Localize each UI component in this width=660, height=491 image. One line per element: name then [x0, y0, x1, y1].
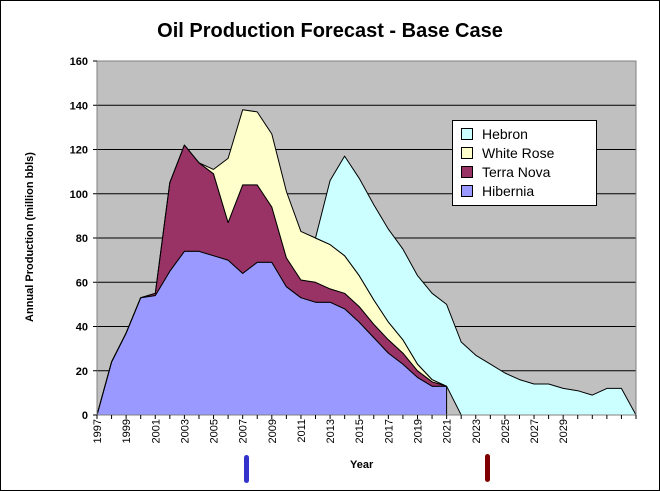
y-tick-labels: 0 20 40 60 80 100 120 140 160 [70, 56, 97, 422]
x-tick-label: 2011 [296, 419, 308, 443]
x-tick-label: 2003 [179, 419, 191, 443]
x-tick-labels: 1997 1999 2001 2003 2005 2007 2009 2011 2013 2015… [92, 415, 637, 443]
x-tick-label: 2029 [558, 419, 570, 443]
legend-label: White Rose [482, 145, 555, 161]
x-tick-label: 2005 [209, 419, 221, 443]
legend-item: Hibernia [461, 182, 534, 200]
x-tick-label: 2013 [325, 419, 337, 443]
x-tick-label: 2021 [442, 419, 454, 443]
y-tick-label: 140 [70, 100, 88, 112]
marker-dark-red [485, 454, 490, 482]
y-tick-label: 100 [70, 189, 88, 201]
x-tick-label: 2001 [150, 419, 162, 443]
y-tick-label: 60 [76, 277, 88, 289]
legend-item: Terra Nova [461, 163, 550, 181]
legend-item: Hebron [461, 125, 528, 143]
x-tick-label: 1997 [92, 419, 104, 443]
x-tick-label: 2025 [500, 419, 512, 443]
legend-item: White Rose [461, 144, 554, 162]
x-tick-label: 2009 [267, 419, 279, 443]
legend-label: Hibernia [482, 183, 535, 199]
marker-blue [244, 455, 249, 483]
y-tick-label: 80 [76, 233, 88, 245]
x-axis-label: Year [350, 459, 374, 471]
y-tick-label: 0 [82, 410, 88, 422]
legend-label: Hebron [482, 126, 528, 142]
x-tick-label: 2007 [238, 419, 250, 443]
x-tick-label: 2027 [529, 419, 541, 443]
legend: Hebron White Rose Terra Nova Hibernia [452, 120, 597, 206]
x-tick-label: 2017 [383, 419, 395, 443]
legend-label: Terra Nova [482, 164, 551, 180]
legend-swatch [461, 128, 473, 140]
x-tick-label: 2023 [471, 419, 483, 443]
y-axis-label: Annual Production (million bbls) [24, 152, 36, 322]
y-tick-label: 20 [76, 366, 88, 378]
legend-swatch [461, 166, 473, 178]
y-tick-label: 120 [70, 145, 88, 157]
legend-swatch [461, 185, 473, 197]
x-tick-label: 2015 [354, 419, 366, 443]
y-tick-label: 40 [76, 322, 88, 334]
legend-swatch [461, 147, 473, 159]
chart-title: Oil Production Forecast - Base Case [157, 20, 503, 42]
x-tick-label: 1999 [121, 419, 133, 443]
x-tick-label: 2019 [412, 419, 424, 443]
y-tick-label: 160 [70, 56, 88, 68]
